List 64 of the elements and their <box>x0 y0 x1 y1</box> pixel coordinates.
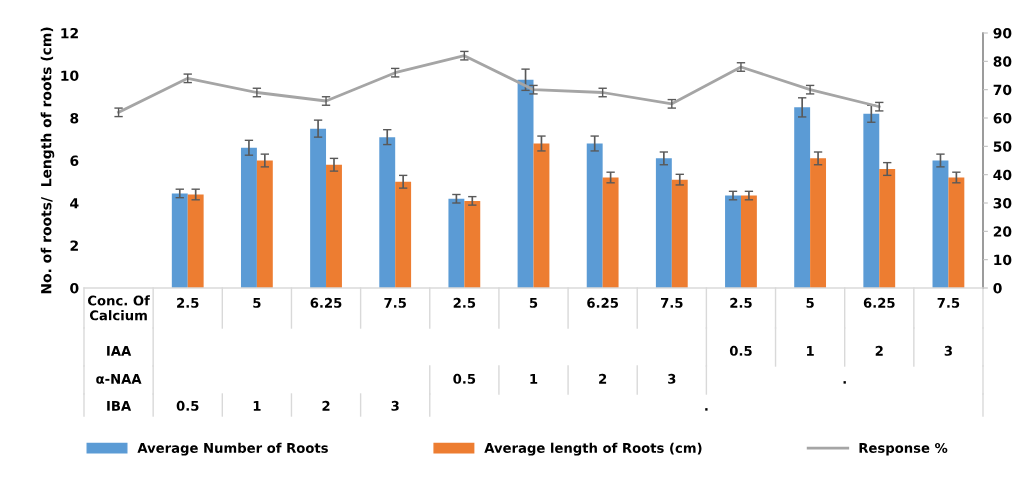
y2-tick-label: 20 <box>993 226 1012 237</box>
bar <box>948 177 965 288</box>
category-label: 5 1 <box>253 298 261 411</box>
y2-tick-label: 50 <box>993 141 1012 152</box>
bar <box>517 79 534 288</box>
bar <box>794 107 811 288</box>
text: α-NAA <box>96 374 142 384</box>
y2-tick-label: 90 <box>993 27 1012 39</box>
category-label: 2.5 0.5 <box>176 297 199 411</box>
legend-label: Average Number of Roots <box>137 442 328 456</box>
bar <box>326 164 342 288</box>
text: Conc. Of Calcium <box>87 295 150 321</box>
text: IAA <box>107 346 132 356</box>
category-label: 7.5 3 <box>661 298 683 384</box>
y2-tick-label: 0 <box>993 282 1002 294</box>
y-tick-label: 8 <box>70 112 79 124</box>
bar <box>310 128 327 288</box>
y2-tick-label: 80 <box>993 56 1012 67</box>
y2-tick-label: 70 <box>993 84 1012 96</box>
y-axis-title: No. of roots/ Length of roots (cm) <box>40 27 55 294</box>
y-tick-label: 0 <box>70 282 79 294</box>
category-label: 6.25 2 <box>587 297 619 384</box>
bar <box>448 198 465 288</box>
y-tick-label: 12 <box>61 27 78 39</box>
category-label: 6.25 2 <box>310 297 342 411</box>
bar <box>671 179 688 288</box>
bar <box>379 137 396 288</box>
bar <box>810 158 827 288</box>
bar <box>256 160 273 288</box>
text: IBA <box>107 401 132 411</box>
category-label: 5 1 <box>806 298 814 356</box>
y2-tick-label: 30 <box>993 197 1012 209</box>
y2-tick-label: 10 <box>994 254 1012 266</box>
category-label: 7.5 3 <box>937 298 960 356</box>
legend-label: Average length of Roots (cm) <box>484 442 702 456</box>
bar <box>240 147 257 288</box>
text: . <box>705 408 708 411</box>
y-tick-label: 10 <box>61 70 79 81</box>
bar <box>586 143 603 288</box>
bar <box>395 181 412 288</box>
bar <box>533 143 550 288</box>
category-label: 5 1 <box>529 298 538 384</box>
y-tick-label: 4 <box>70 198 79 209</box>
bar <box>725 195 741 288</box>
bar <box>171 193 188 288</box>
category-label: 2.5 0.5 <box>453 297 476 384</box>
bar <box>602 177 619 288</box>
y2-tick-label: 60 <box>993 112 1012 124</box>
category-label: 7.5 3 <box>384 298 406 411</box>
y2-tick-label: 40 <box>993 169 1012 181</box>
bar <box>932 160 949 288</box>
bar <box>464 200 481 288</box>
legend-label: Response % <box>859 442 948 456</box>
bar <box>187 194 204 288</box>
category-label: 6.25 2 <box>863 297 895 356</box>
bar <box>655 158 672 288</box>
bar <box>863 113 880 288</box>
y-tick-label: 2 <box>70 240 78 251</box>
text: . <box>843 381 846 384</box>
bar <box>879 169 896 288</box>
bar <box>740 195 757 288</box>
y-tick-label: 6 <box>70 155 79 166</box>
category-label: 2.5 0.5 <box>729 297 752 356</box>
line-series <box>117 54 881 114</box>
